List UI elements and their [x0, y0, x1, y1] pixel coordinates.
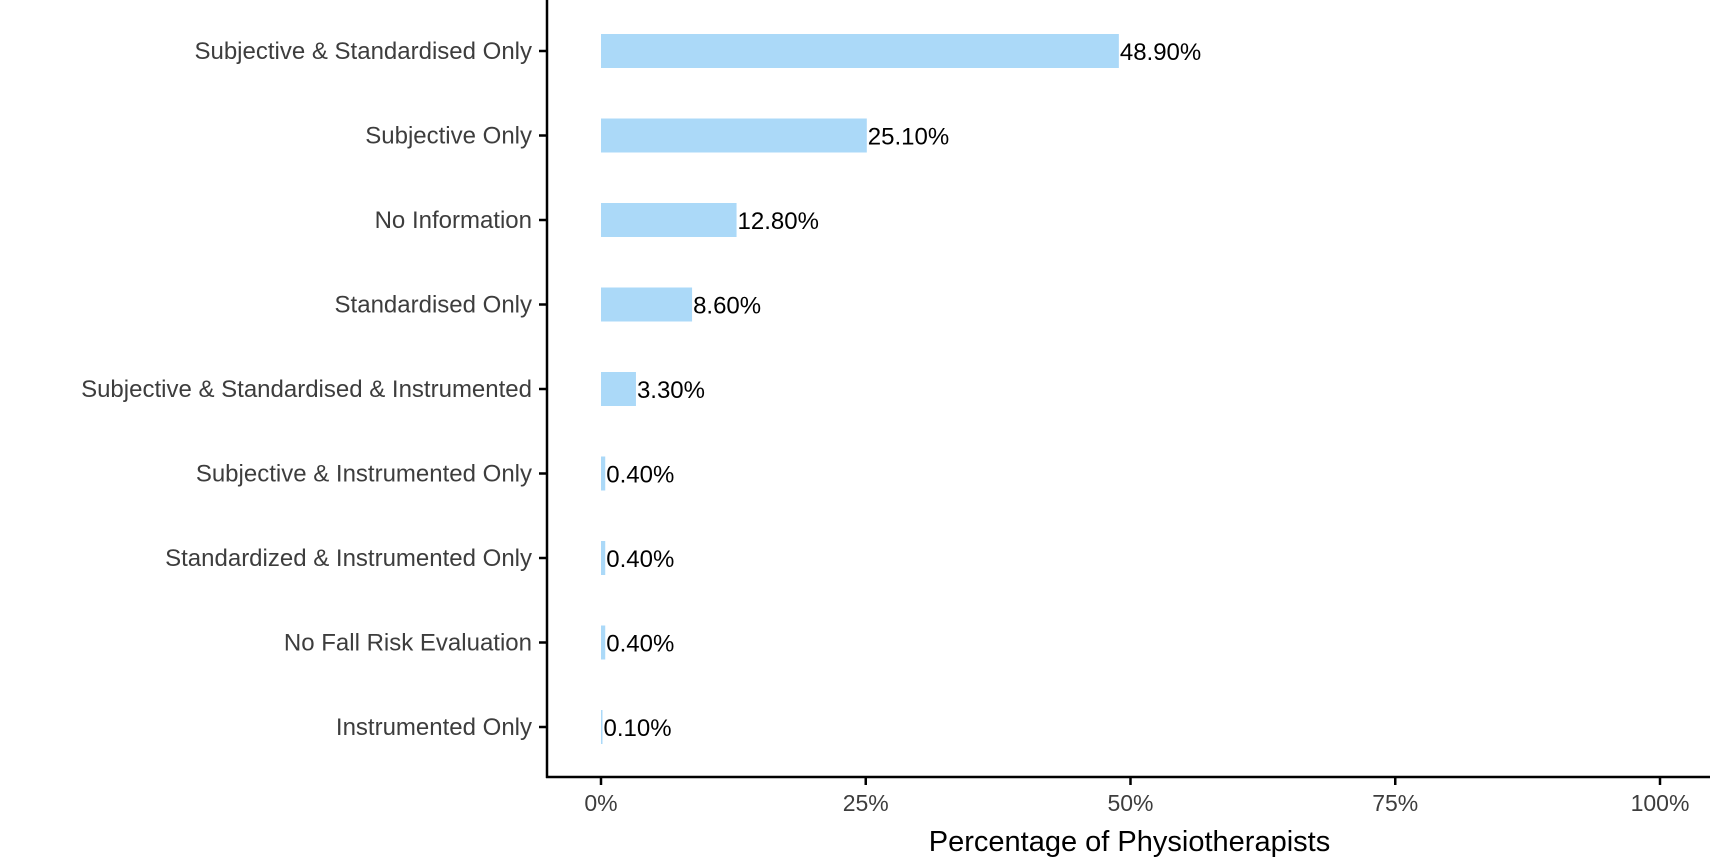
category-label-4: Subjective & Standardised & Instrumented	[81, 376, 532, 403]
value-label-1: 25.10%	[868, 124, 949, 151]
bars-layer	[601, 34, 1119, 744]
x-tick-label-1: 25%	[843, 790, 889, 816]
x-tick-label-2: 50%	[1107, 790, 1153, 816]
category-label-2: No Information	[375, 207, 532, 234]
category-label-0: Subjective & Standardised Only	[194, 38, 532, 65]
bar-7	[601, 625, 606, 660]
x-tick-label-3: 75%	[1372, 790, 1418, 816]
category-label-6: Standardized & Instrumented Only	[165, 545, 532, 572]
value-label-3: 8.60%	[693, 293, 761, 320]
bar-0	[601, 34, 1119, 68]
y-ticks	[539, 49, 547, 729]
value-label-0: 48.90%	[1120, 39, 1201, 66]
value-label-7: 0.40%	[606, 631, 674, 658]
x-tick-label-4: 100%	[1631, 790, 1690, 816]
value-label-6: 0.40%	[606, 546, 674, 573]
category-label-8: Instrumented Only	[336, 714, 532, 741]
bar-5	[601, 456, 606, 491]
category-label-3: Standardised Only	[335, 292, 532, 319]
category-label-1: Subjective Only	[365, 123, 532, 150]
value-label-8: 0.10%	[604, 715, 672, 742]
value-label-5: 0.40%	[606, 462, 674, 489]
value-labels-layer: 48.90% 25.10% 12.80% 8.60% 3.30% 0.40% 0.40% 0.…	[604, 39, 1202, 742]
bar-4	[601, 372, 636, 406]
bar-6	[601, 541, 606, 575]
bar-1	[601, 118, 867, 153]
value-label-4: 3.30%	[637, 377, 705, 404]
bar-8	[601, 710, 603, 744]
category-label-7: No Fall Risk Evaluation	[284, 630, 532, 657]
x-axis-title: Percentage of Physiotherapists	[929, 826, 1330, 858]
value-label-2: 12.80%	[738, 208, 819, 235]
category-labels: Subjective & Standardised Only Subjective…	[81, 38, 532, 741]
x-tick-label-0: 0%	[584, 790, 617, 816]
bar-2	[601, 203, 737, 237]
category-label-5: Subjective & Instrumented Only	[196, 461, 532, 488]
x-ticks: 0% 25% 50% 75% 100%	[584, 777, 1689, 816]
bar-3	[601, 287, 693, 322]
